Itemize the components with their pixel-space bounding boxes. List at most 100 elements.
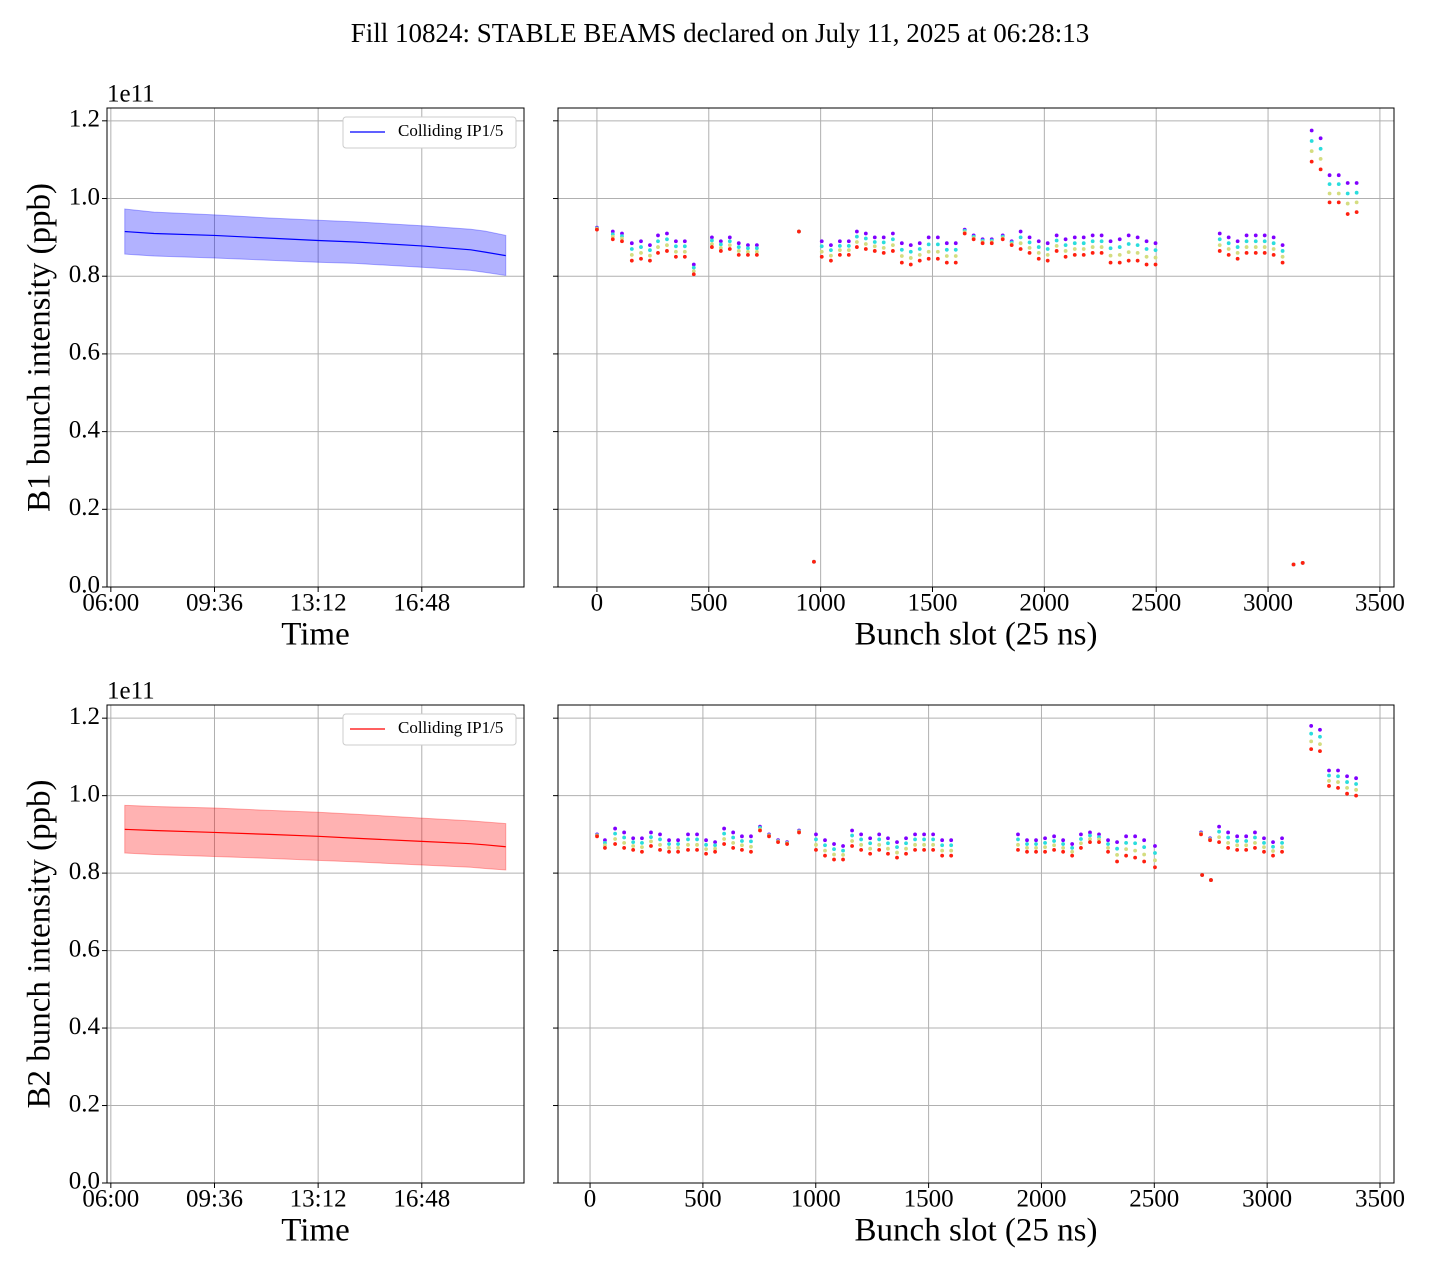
point [949, 843, 954, 848]
point [1354, 190, 1359, 195]
point [1235, 245, 1240, 249]
point [832, 842, 836, 846]
point [754, 246, 759, 251]
point [1235, 239, 1240, 244]
point [610, 229, 615, 234]
point [1097, 840, 1101, 845]
point [881, 235, 886, 240]
point [908, 243, 913, 248]
point [1124, 853, 1128, 858]
plot-frame [557, 107, 1395, 588]
point [754, 249, 759, 254]
x-tick-label: 09:36 [186, 1186, 243, 1213]
point [1025, 838, 1029, 843]
point [1226, 241, 1231, 246]
point [1108, 239, 1113, 244]
point [746, 243, 750, 248]
point [1217, 840, 1221, 845]
point [665, 249, 669, 253]
point [913, 837, 917, 842]
point [727, 235, 732, 240]
point [1099, 233, 1104, 238]
point [881, 240, 886, 245]
point [1061, 846, 1066, 850]
point [1009, 243, 1014, 248]
point [1097, 832, 1101, 837]
point [1199, 832, 1203, 837]
point [1226, 235, 1231, 240]
point [639, 251, 643, 255]
point [667, 846, 671, 850]
point [1309, 139, 1314, 143]
point [1072, 235, 1077, 240]
point [1217, 237, 1222, 242]
point [1153, 865, 1157, 870]
point [814, 832, 818, 837]
point [1061, 838, 1066, 843]
point [922, 847, 926, 852]
point [676, 838, 680, 843]
point [1336, 173, 1341, 178]
point [695, 842, 699, 847]
point [1070, 853, 1075, 858]
point [1354, 793, 1358, 798]
point [917, 252, 922, 257]
y-tick-label: 0.6 [69, 339, 100, 366]
point [868, 841, 873, 846]
point [1018, 235, 1023, 240]
point [1106, 849, 1110, 854]
point [1327, 779, 1331, 783]
point [1209, 878, 1213, 882]
point [1271, 849, 1275, 853]
point [904, 851, 908, 856]
point [926, 249, 931, 254]
point [1318, 146, 1323, 151]
point [736, 252, 741, 257]
point [1280, 836, 1284, 841]
point [1088, 840, 1092, 845]
point [841, 844, 845, 848]
point [1217, 835, 1221, 839]
point [1226, 846, 1231, 850]
point [1025, 849, 1029, 854]
point [819, 249, 824, 254]
point [1144, 262, 1149, 267]
point [1226, 830, 1231, 835]
point [1217, 231, 1222, 236]
point [814, 847, 818, 852]
point [922, 842, 926, 847]
point [710, 245, 714, 249]
point [629, 258, 634, 263]
point [863, 236, 868, 241]
point [1072, 241, 1077, 246]
point [1090, 239, 1095, 244]
point [1208, 838, 1212, 843]
point [1043, 836, 1047, 841]
point [1354, 200, 1359, 205]
point [1318, 156, 1323, 161]
point [797, 229, 801, 234]
point [1043, 840, 1047, 845]
y-tick-label: 0.4 [69, 1013, 101, 1040]
point [832, 852, 836, 857]
point [917, 258, 922, 263]
point [691, 265, 696, 270]
point [854, 240, 859, 244]
point [629, 252, 634, 257]
point [940, 848, 945, 853]
x-tick-label: 06:00 [82, 590, 139, 617]
point [1045, 258, 1050, 263]
point [1226, 840, 1231, 845]
point [1135, 235, 1140, 240]
point [1099, 239, 1104, 244]
point [1126, 250, 1131, 255]
point [940, 838, 945, 843]
point [1106, 838, 1110, 843]
point [877, 842, 882, 847]
point [1153, 851, 1157, 855]
point [1088, 837, 1092, 841]
point [1142, 859, 1147, 864]
point [877, 847, 882, 852]
x-tick-label: 16:48 [393, 1186, 450, 1213]
point [1318, 749, 1322, 753]
